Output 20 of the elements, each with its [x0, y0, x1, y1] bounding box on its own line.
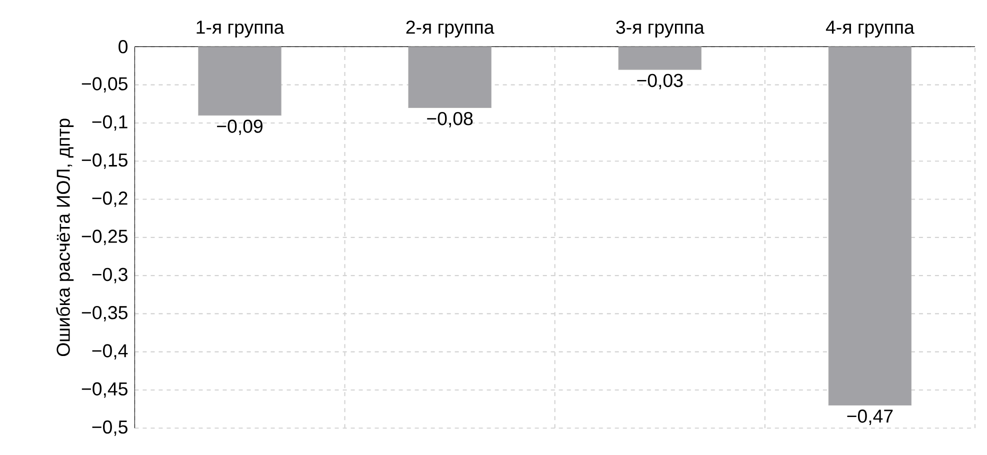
data-label: −0,47: [847, 410, 893, 426]
y-axis-title: Ошибка расчёта ИОЛ, дптр: [56, 118, 74, 356]
y-tick-label: −0,4: [92, 344, 128, 360]
x-tick-label: 4-я группа: [826, 20, 914, 38]
y-tick-label: −0,1: [92, 115, 128, 131]
y-tick-label: −0,45: [82, 382, 128, 398]
y-tick-label: −0,35: [82, 306, 128, 322]
y-tick-label: −0,2: [92, 192, 128, 208]
data-label: −0,09: [217, 120, 262, 136]
y-tick-label: −0,5: [92, 420, 128, 436]
y-tick-label: −0,3: [92, 268, 128, 284]
y-tick-label: −0,25: [82, 230, 128, 246]
x-tick-label: 3-я группа: [616, 20, 704, 38]
data-label: −0,08: [427, 112, 473, 128]
x-tick-label: 1-я группа: [196, 20, 284, 38]
y-tick-label: −0,15: [82, 153, 128, 169]
y-tick-label: 0: [118, 40, 128, 54]
data-label: −0,03: [637, 74, 683, 90]
y-tick-label: −0,05: [82, 77, 128, 93]
x-tick-label: 2-я группа: [406, 20, 494, 38]
